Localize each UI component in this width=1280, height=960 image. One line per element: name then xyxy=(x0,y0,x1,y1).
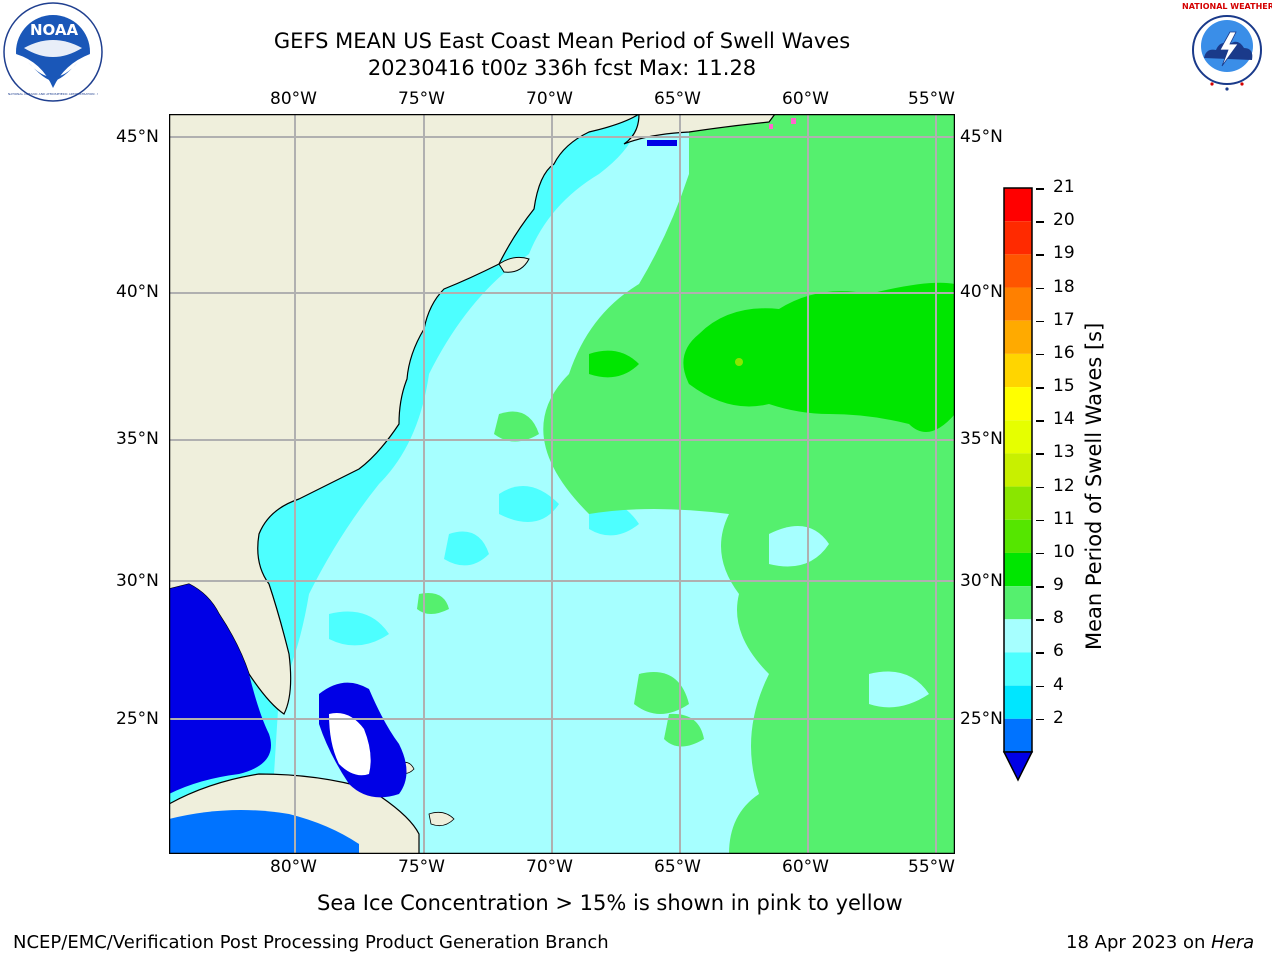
lon-label-top: 65°W xyxy=(654,89,701,109)
footer-machine: Hera xyxy=(1211,932,1255,953)
noaa-logo-text: NOAA xyxy=(30,21,79,39)
colorbar-tick-label: 9 xyxy=(1053,575,1064,596)
colorbar-band xyxy=(1004,586,1032,620)
colorbar-tick-mark xyxy=(1036,420,1044,422)
colorbar-tick-mark xyxy=(1036,685,1044,688)
colorbar-band xyxy=(1004,320,1032,354)
colorbar-tick-mark xyxy=(1036,188,1044,190)
colorbar-tick-mark xyxy=(1036,486,1044,489)
colorbar-tick-mark xyxy=(1036,221,1044,223)
lat-label-right: 35°N xyxy=(960,429,1003,449)
colorbar-band xyxy=(1004,353,1032,388)
nws-logo-ring-text: NATIONAL WEATHER SERVICE xyxy=(1182,2,1272,11)
lat-label-right: 30°N xyxy=(960,571,1003,591)
colorbar-band xyxy=(1004,254,1032,288)
colorbar-tick-mark xyxy=(1036,254,1044,256)
colorbar-tick-label: 6 xyxy=(1053,641,1064,662)
colorbar-band xyxy=(1004,486,1032,520)
colorbar-tick-label: 14 xyxy=(1053,409,1075,430)
colorbar-tick-label: 12 xyxy=(1053,475,1075,496)
colorbar-band xyxy=(1004,420,1032,454)
lat-label-left: 45°N xyxy=(116,127,159,147)
footer-date-text: 18 Apr 2023 on xyxy=(1066,932,1212,953)
colorbar-tick-label: 18 xyxy=(1053,276,1075,297)
lat-label-left: 30°N xyxy=(116,571,159,591)
lat-label-left: 35°N xyxy=(116,429,159,449)
colorbar-tick-label: 19 xyxy=(1053,243,1075,264)
colorbar-tick-label: 15 xyxy=(1053,376,1075,397)
lon-label-bottom: 60°W xyxy=(782,857,829,877)
colorbar-tick-mark xyxy=(1036,320,1044,323)
colorbar-tick-mark xyxy=(1036,519,1044,522)
colorbar-swatches xyxy=(1002,187,1034,782)
lon-label-bottom: 55°W xyxy=(908,857,955,877)
colorbar-tick-label: 13 xyxy=(1053,442,1075,463)
colorbar-tick-mark xyxy=(1036,718,1044,721)
colorbar-tick-label: 20 xyxy=(1053,210,1075,231)
colorbar xyxy=(1000,186,1036,786)
colorbar-label: Mean Period of Swell Waves [s] xyxy=(1082,322,1106,650)
lon-label-bottom: 80°W xyxy=(270,857,317,877)
colorbar-tick-label: 8 xyxy=(1053,608,1064,629)
colorbar-band xyxy=(1004,718,1032,752)
colorbar-extend-triangle xyxy=(1002,751,1034,782)
colorbar-tick-mark xyxy=(1036,287,1044,290)
colorbar-tick-mark xyxy=(1036,353,1044,356)
colorbar-tick-mark xyxy=(1036,652,1044,654)
lat-label-right: 25°N xyxy=(960,709,1003,729)
colorbar-band xyxy=(1004,221,1032,255)
footer-date: 18 Apr 2023 on Hera xyxy=(1066,932,1254,953)
colorbar-tick-mark xyxy=(1036,619,1044,621)
lon-label-top: 80°W xyxy=(270,89,317,109)
colorbar-tick-label: 17 xyxy=(1053,309,1075,330)
footer-credit: NCEP/EMC/Verification Post Processing Pr… xyxy=(13,932,609,953)
noaa-logo: NOAA NATIONAL OCEANIC AND ATMOSPHERIC AD… xyxy=(2,2,104,102)
nws-logo: NATIONAL WEATHER SERVICE xyxy=(1176,0,1278,100)
sea-ice-note: Sea Ice Concentration > 15% is shown in … xyxy=(317,891,903,915)
colorbar-band xyxy=(1004,387,1032,421)
colorbar-band xyxy=(1004,619,1032,653)
colorbar-band xyxy=(1004,453,1032,487)
colorbar-band xyxy=(1004,519,1032,553)
lon-label-bottom: 65°W xyxy=(654,857,701,877)
lon-label-top: 70°W xyxy=(526,89,573,109)
colorbar-tick-label: 16 xyxy=(1053,342,1075,363)
colorbar-tick-label: 4 xyxy=(1053,674,1064,695)
colorbar-band xyxy=(1004,287,1032,321)
lon-label-bottom: 70°W xyxy=(526,857,573,877)
lon-label-top: 75°W xyxy=(398,89,445,109)
noaa-logo-ring-text: NATIONAL OCEANIC AND ATMOSPHERIC ADMINIS… xyxy=(8,92,98,96)
colorbar-band xyxy=(1004,652,1032,686)
colorbar-tick-label: 2 xyxy=(1053,707,1064,728)
colorbar-tick-mark xyxy=(1036,552,1044,555)
lon-label-bottom: 75°W xyxy=(398,857,445,877)
lat-label-left: 25°N xyxy=(116,709,159,729)
colorbar-tick-mark xyxy=(1036,453,1044,455)
colorbar-tick-label: 11 xyxy=(1053,508,1075,529)
colorbar-tick-mark xyxy=(1036,387,1044,389)
colorbar-band xyxy=(1004,552,1032,587)
colorbar-tick-label: 21 xyxy=(1053,177,1075,197)
lat-label-right: 40°N xyxy=(960,282,1003,302)
lon-label-top: 60°W xyxy=(782,89,829,109)
swell-period-map xyxy=(168,113,956,855)
colorbar-tick-label: 10 xyxy=(1053,541,1075,562)
lon-label-top: 55°W xyxy=(908,89,955,109)
lat-label-left: 40°N xyxy=(116,282,159,302)
map-panel xyxy=(168,113,956,855)
map-title: GEFS MEAN US East Coast Mean Period of S… xyxy=(273,29,851,53)
colorbar-band xyxy=(1004,188,1032,222)
map-subtitle: 20230416 t00z 336h fcst Max: 11.28 xyxy=(367,56,757,80)
colorbar-band xyxy=(1004,685,1032,719)
lat-label-right: 45°N xyxy=(960,127,1003,147)
colorbar-tick-mark xyxy=(1036,586,1044,588)
